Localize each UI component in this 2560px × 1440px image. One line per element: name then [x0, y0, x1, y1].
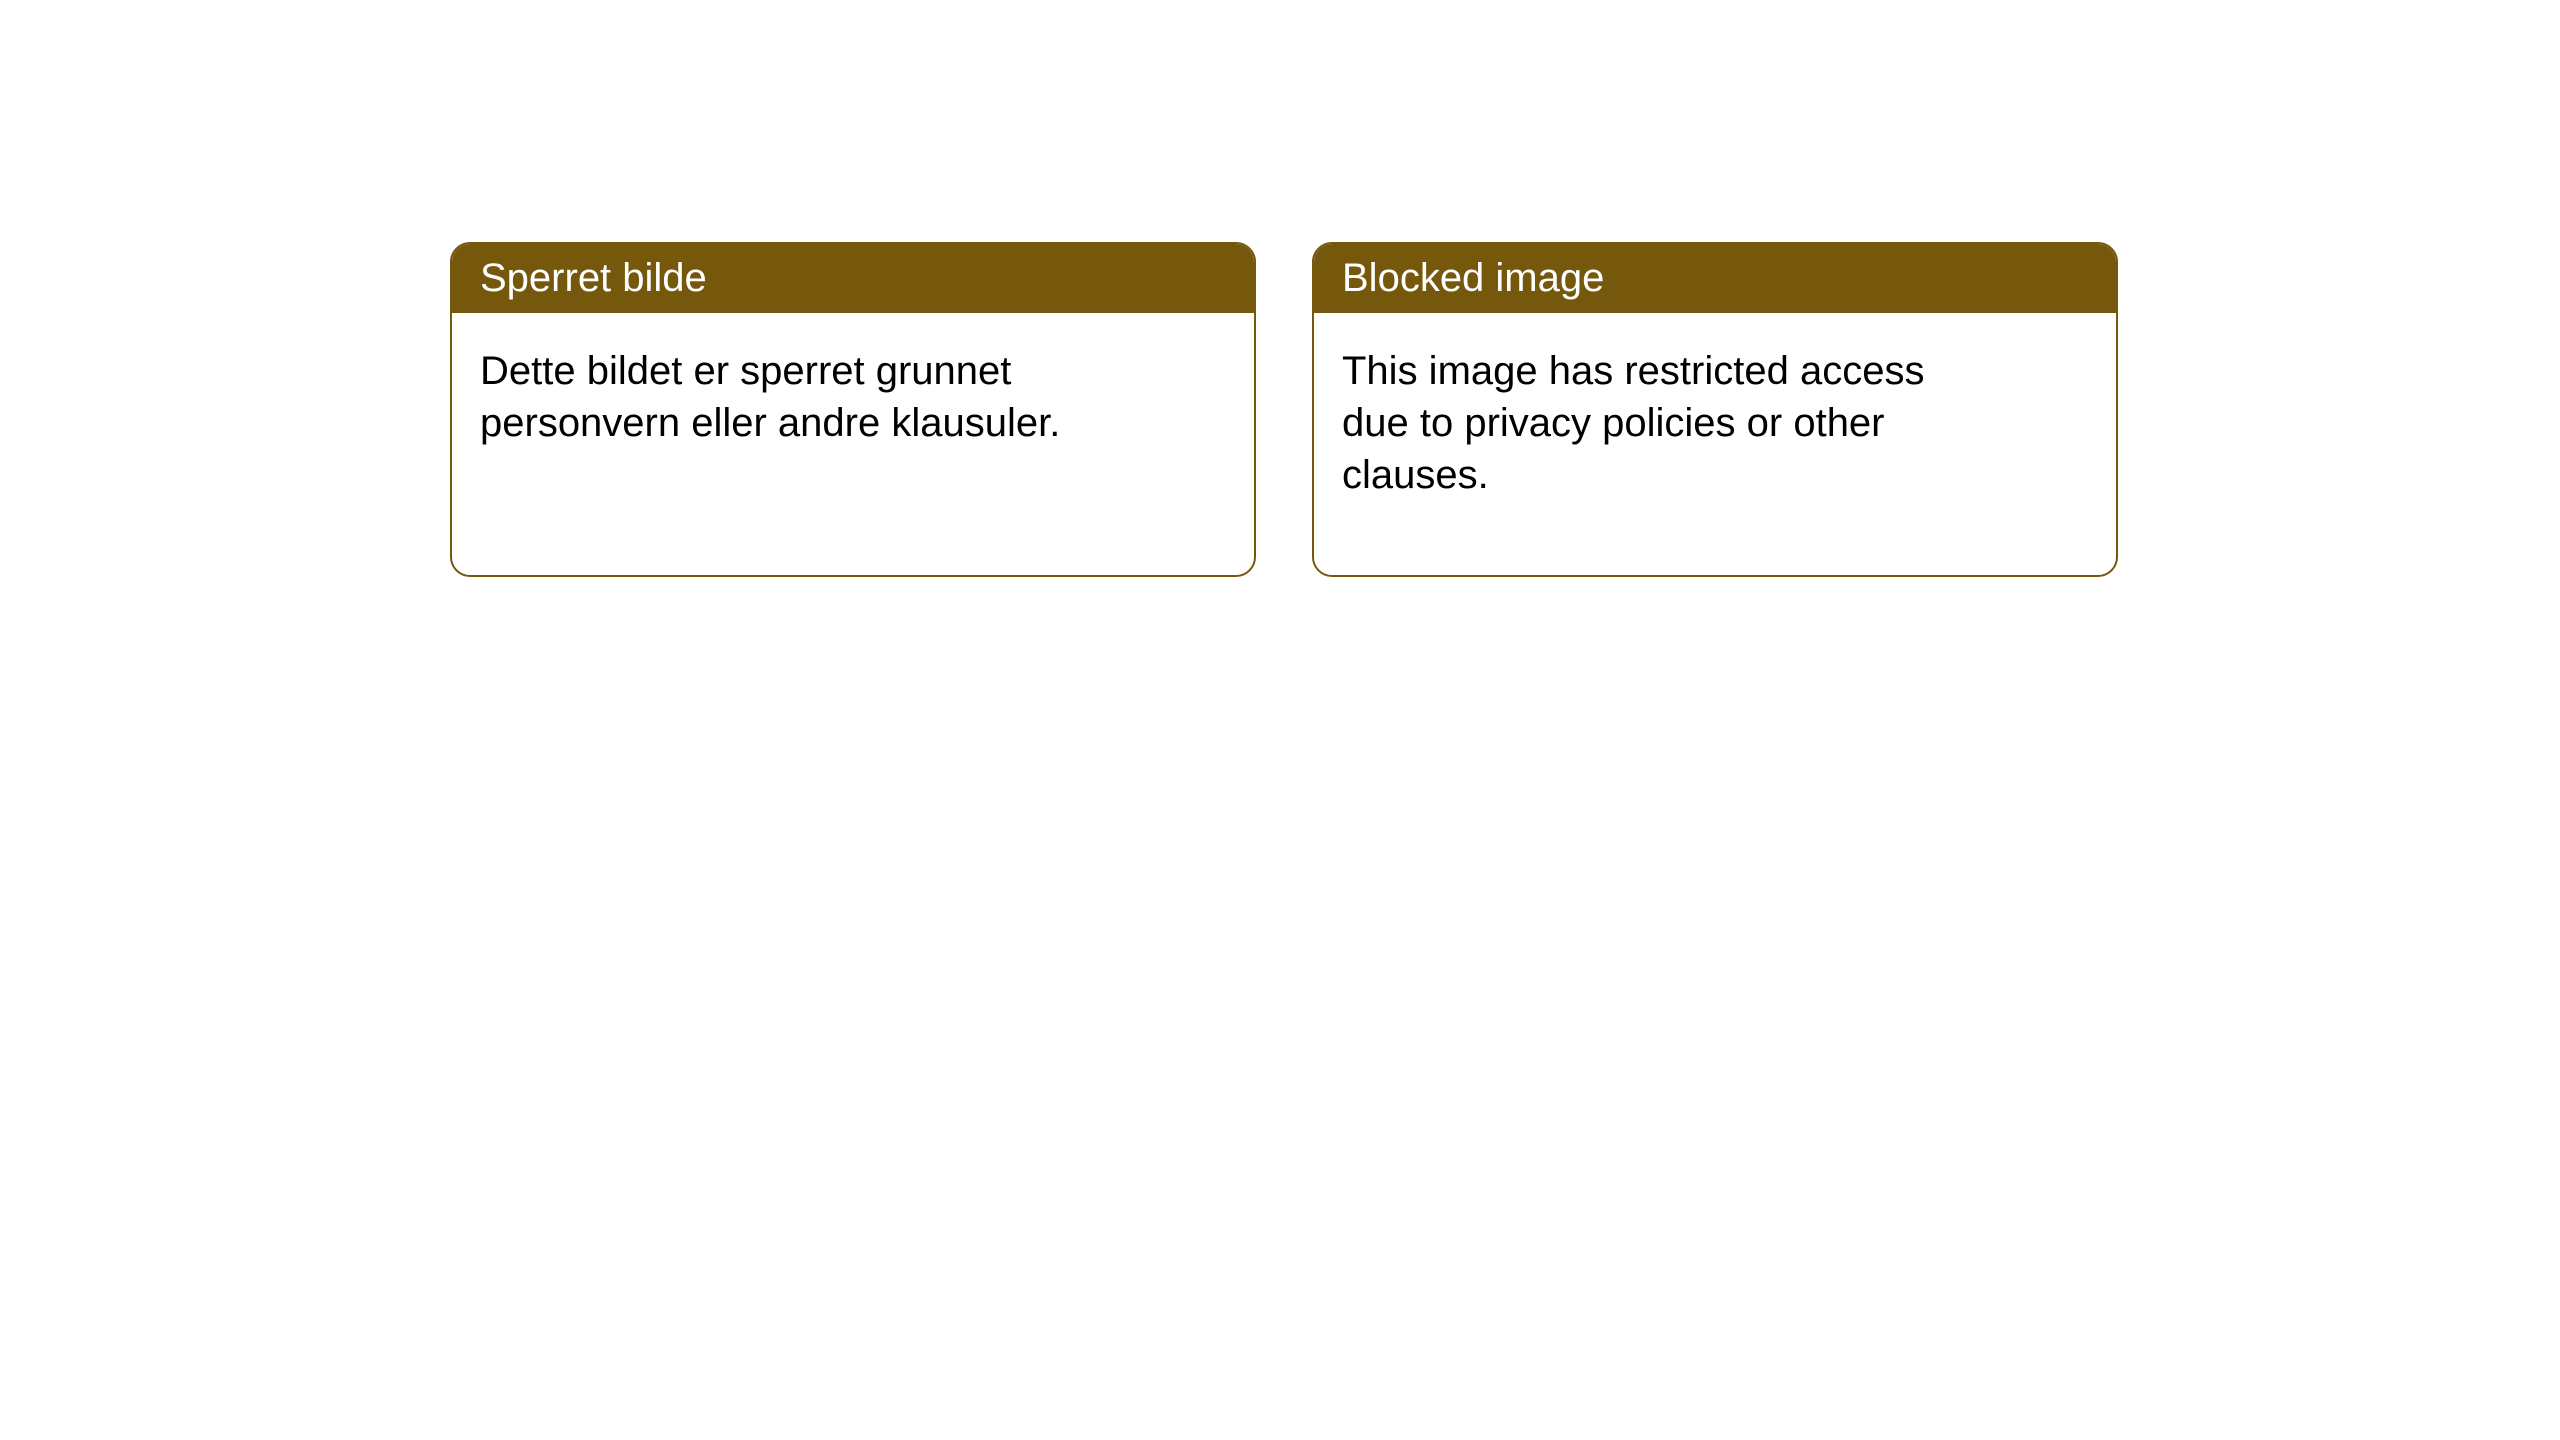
notice-title: Blocked image	[1342, 256, 1604, 300]
notice-card-norwegian: Sperret bilde Dette bildet er sperret gr…	[450, 242, 1256, 577]
notice-body: Dette bildet er sperret grunnet personve…	[452, 313, 1152, 481]
notice-container: Sperret bilde Dette bildet er sperret gr…	[0, 0, 2560, 577]
notice-title: Sperret bilde	[480, 256, 707, 300]
notice-body-text: Dette bildet er sperret grunnet personve…	[480, 349, 1060, 445]
notice-card-english: Blocked image This image has restricted …	[1312, 242, 2118, 577]
notice-body-text: This image has restricted access due to …	[1342, 349, 1924, 497]
notice-header: Blocked image	[1314, 244, 2116, 313]
notice-header: Sperret bilde	[452, 244, 1254, 313]
notice-body: This image has restricted access due to …	[1314, 313, 2014, 533]
